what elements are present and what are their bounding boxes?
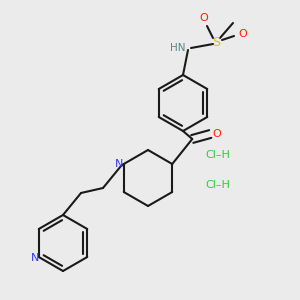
- Text: N: N: [31, 253, 39, 263]
- Text: Cl–H: Cl–H: [206, 150, 230, 160]
- Text: HN: HN: [170, 43, 186, 53]
- Text: O: O: [238, 29, 247, 39]
- Text: O: O: [200, 13, 208, 23]
- Text: O: O: [213, 129, 222, 139]
- Text: S: S: [212, 35, 220, 49]
- Text: Cl–H: Cl–H: [206, 180, 230, 190]
- Text: N: N: [115, 159, 123, 169]
